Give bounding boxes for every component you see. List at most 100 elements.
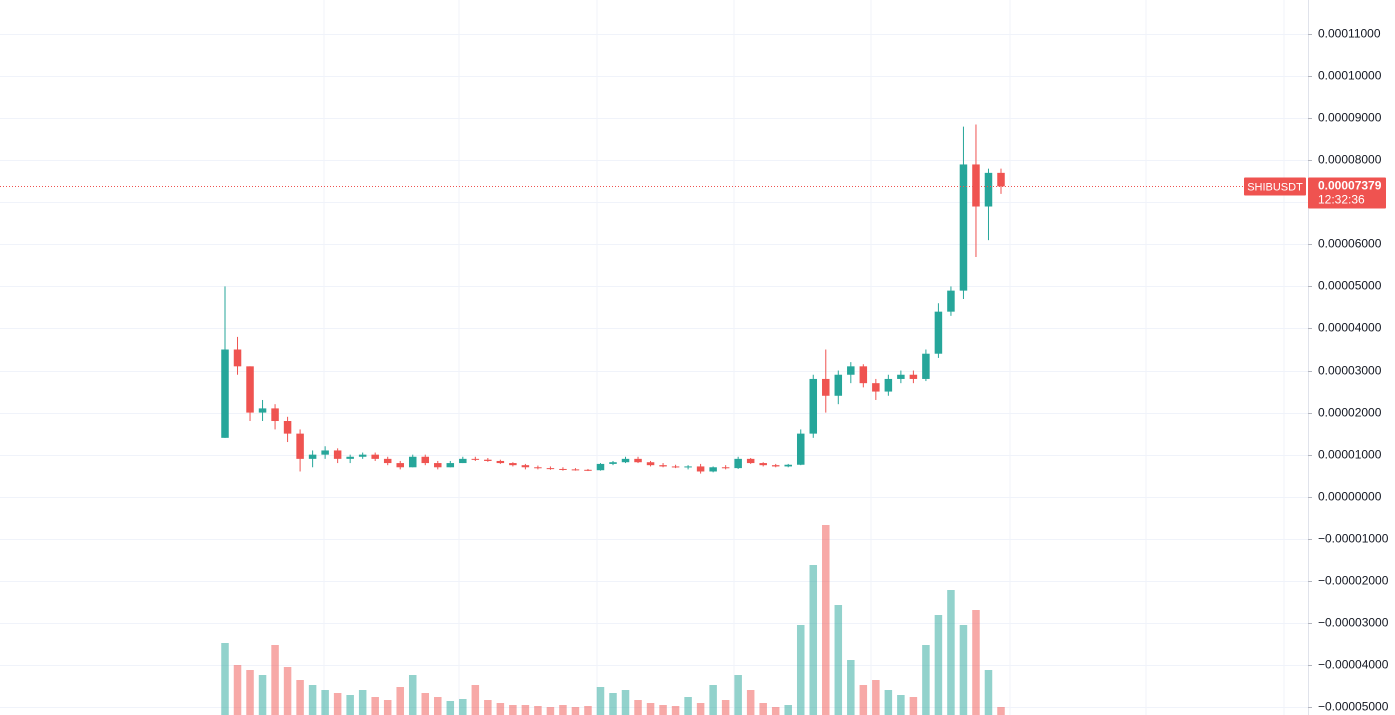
volume-bar bbox=[283, 667, 292, 715]
candle-body bbox=[283, 421, 292, 434]
volume-bar bbox=[609, 693, 617, 715]
volume-bar bbox=[546, 707, 555, 715]
volume-bar bbox=[909, 697, 918, 715]
volume-bar bbox=[408, 675, 417, 715]
volume-bar bbox=[321, 690, 329, 715]
candle-body bbox=[246, 366, 254, 413]
price-label-box bbox=[1308, 177, 1386, 209]
volume-bar bbox=[371, 697, 379, 715]
y-tick-label: 0.00003000 bbox=[1318, 364, 1382, 378]
candle-body bbox=[884, 378, 893, 392]
candle-body bbox=[947, 290, 955, 312]
volume-bar bbox=[521, 705, 530, 715]
candle-body bbox=[371, 454, 379, 459]
volume-bar bbox=[333, 693, 342, 715]
volume-bar bbox=[959, 625, 968, 715]
volume-bar bbox=[984, 670, 993, 715]
volume-bar bbox=[646, 703, 655, 715]
volume-bar bbox=[358, 690, 367, 715]
volume-bar bbox=[271, 645, 279, 715]
y-tick-label: −0.00003000 bbox=[1318, 616, 1389, 630]
volume-bar bbox=[621, 690, 630, 715]
candle-body bbox=[321, 450, 329, 455]
volume-bar bbox=[671, 706, 680, 715]
y-tick-label: 0.00001000 bbox=[1318, 448, 1382, 462]
price-grid bbox=[0, 34, 1308, 708]
candle-body bbox=[784, 464, 792, 467]
volume-bar bbox=[759, 703, 767, 715]
candle-body bbox=[346, 456, 354, 459]
volume-bar bbox=[872, 680, 880, 715]
candle-body bbox=[434, 463, 442, 468]
candle-body bbox=[746, 458, 755, 464]
volume-bar bbox=[346, 695, 354, 715]
volume-bar bbox=[434, 697, 442, 715]
candle-body bbox=[408, 456, 417, 468]
volume-bar bbox=[596, 687, 605, 715]
volume-bar bbox=[934, 615, 943, 715]
volume-bar bbox=[421, 693, 430, 715]
volume-bar bbox=[796, 625, 805, 715]
volume-bar bbox=[834, 605, 843, 715]
volume-bar bbox=[771, 707, 780, 715]
volume-bar bbox=[509, 705, 517, 715]
volume-bar bbox=[571, 707, 580, 715]
volume-bar bbox=[584, 706, 592, 715]
candle-body bbox=[922, 353, 930, 379]
candle-body bbox=[546, 468, 555, 470]
volume-bar bbox=[897, 695, 905, 715]
candle-body bbox=[809, 378, 818, 434]
time-grid bbox=[323, 0, 1285, 715]
y-tick-label: 0.00009000 bbox=[1318, 111, 1382, 125]
candle-body bbox=[997, 172, 1005, 187]
candle-body bbox=[571, 469, 580, 471]
candle-body bbox=[859, 366, 868, 384]
volume-bar bbox=[471, 685, 480, 715]
candle-body bbox=[596, 463, 605, 471]
volume-bar bbox=[221, 643, 229, 715]
volume-bar bbox=[847, 660, 855, 715]
candle-body bbox=[872, 383, 880, 392]
volume-bar bbox=[997, 707, 1005, 715]
candle-body bbox=[771, 465, 780, 467]
candle-body bbox=[584, 469, 592, 471]
volume-bar bbox=[947, 590, 955, 715]
candle-body bbox=[509, 463, 517, 466]
candle-body bbox=[709, 467, 717, 472]
volume-bar bbox=[822, 525, 830, 715]
candle-body bbox=[759, 463, 767, 466]
volume-bar bbox=[709, 685, 717, 715]
volume-bar bbox=[784, 705, 792, 715]
candle-body bbox=[396, 463, 404, 468]
candle-body bbox=[459, 458, 467, 464]
y-tick-label: 0.00008000 bbox=[1318, 153, 1382, 167]
volume-bar bbox=[684, 697, 692, 715]
symbol-label: SHIBUSDT bbox=[1247, 181, 1303, 193]
volume-bar bbox=[383, 700, 392, 715]
candle-body bbox=[847, 366, 855, 375]
candle-body bbox=[721, 467, 730, 469]
last-price-label: 0.00007379 bbox=[1318, 179, 1382, 193]
candle-body bbox=[271, 408, 279, 422]
volume-bar bbox=[258, 675, 267, 715]
volume-bar bbox=[734, 675, 742, 715]
y-tick-label: 0.00006000 bbox=[1318, 237, 1382, 251]
candle-body bbox=[421, 456, 430, 464]
candle-body bbox=[934, 311, 943, 354]
y-tick-label: 0.00011000 bbox=[1318, 27, 1381, 41]
y-tick-label: −0.00002000 bbox=[1318, 574, 1389, 588]
candle-body bbox=[358, 454, 367, 457]
candle-body bbox=[233, 349, 242, 367]
volume-bar bbox=[396, 687, 404, 715]
countdown-label: 12:32:36 bbox=[1318, 193, 1365, 207]
candle-body bbox=[484, 459, 492, 461]
candle-body bbox=[521, 465, 530, 468]
candle-body bbox=[659, 465, 667, 467]
volume-bar bbox=[559, 705, 567, 715]
candle-body bbox=[496, 460, 505, 464]
candle-body bbox=[834, 374, 843, 396]
volume-bar bbox=[696, 703, 705, 715]
candle-body bbox=[471, 458, 480, 460]
